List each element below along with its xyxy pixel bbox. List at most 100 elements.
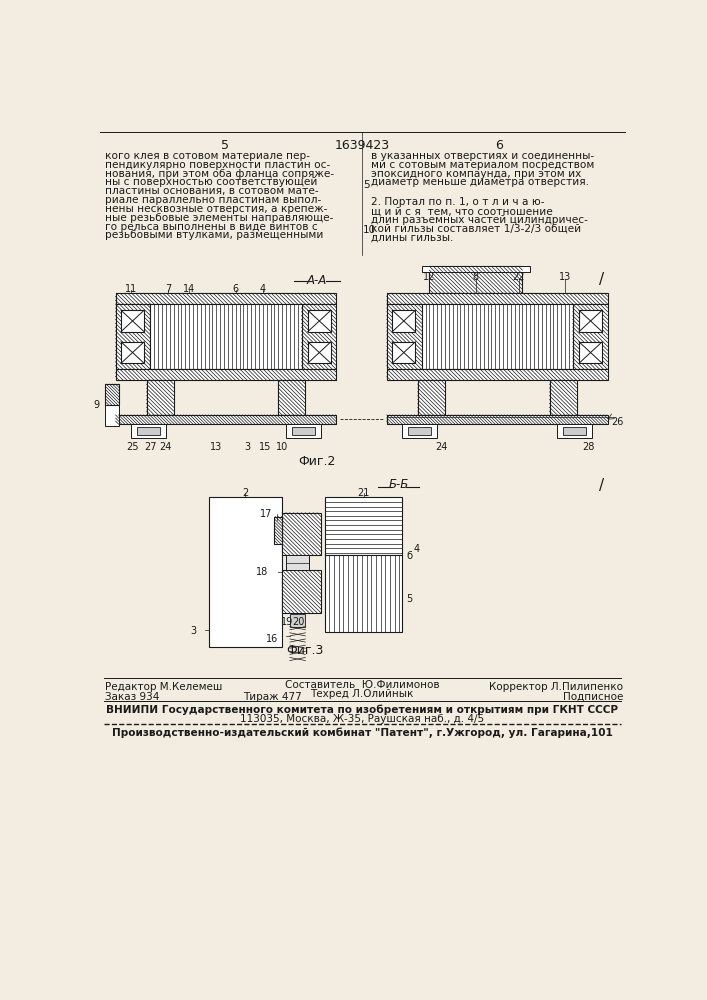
Text: 15: 15 xyxy=(259,442,271,452)
Bar xyxy=(387,369,607,380)
Text: Фиг.3: Фиг.3 xyxy=(286,644,324,657)
Text: б: б xyxy=(406,551,412,561)
Text: ные резьбовые элементы направляюще-: ные резьбовые элементы направляюще- xyxy=(105,213,334,223)
Text: Корректор Л.Пилипенко: Корректор Л.Пилипенко xyxy=(489,682,623,692)
Bar xyxy=(387,304,421,369)
Bar xyxy=(105,384,119,426)
Bar xyxy=(279,380,305,415)
Bar xyxy=(105,384,119,405)
Text: 10: 10 xyxy=(363,225,376,235)
Text: пластины основания, в сотовом мате-: пластины основания, в сотовом мате- xyxy=(105,186,319,196)
Bar xyxy=(115,293,337,304)
Text: Техред Л.Олийнык: Техред Л.Олийнык xyxy=(310,689,414,699)
Text: эпоксидного компаунда, при этом их: эпоксидного компаунда, при этом их xyxy=(371,169,582,179)
Bar xyxy=(105,384,119,405)
Text: 24: 24 xyxy=(435,442,448,452)
Bar xyxy=(409,427,431,435)
Bar xyxy=(387,304,421,369)
Text: Редактор М.Келемеш: Редактор М.Келемеш xyxy=(105,682,223,692)
Bar xyxy=(274,517,282,544)
Bar xyxy=(308,310,331,332)
Bar xyxy=(301,304,337,369)
Bar xyxy=(115,293,337,304)
Bar xyxy=(151,304,301,369)
Bar xyxy=(549,380,577,415)
Text: щ и й с я  тем, что соотношение: щ и й с я тем, что соотношение xyxy=(371,206,553,216)
Bar xyxy=(429,266,522,293)
Bar xyxy=(115,304,151,369)
Bar xyxy=(146,380,174,415)
Bar xyxy=(301,304,337,369)
Text: 6: 6 xyxy=(233,284,239,294)
Text: го рельса выполнены в виде винтов с: го рельса выполнены в виде винтов с xyxy=(105,222,318,232)
Text: 2. Портал по п. 1, о т л и ч а ю-: 2. Портал по п. 1, о т л и ч а ю- xyxy=(371,197,545,207)
Text: пендикулярно поверхности пластин ос-: пендикулярно поверхности пластин ос- xyxy=(105,160,331,170)
Bar xyxy=(387,293,607,304)
Bar xyxy=(121,342,144,363)
Text: 12: 12 xyxy=(423,272,436,282)
Text: длин разъемных частей цилиндричес-: длин разъемных частей цилиндричес- xyxy=(371,215,588,225)
Text: в указанных отверстиях и соединенны-: в указанных отверстиях и соединенны- xyxy=(371,151,595,161)
Text: 20: 20 xyxy=(292,617,305,627)
Bar xyxy=(573,304,607,369)
Text: 27: 27 xyxy=(144,442,157,452)
Text: 1639423: 1639423 xyxy=(334,139,390,152)
Text: 13: 13 xyxy=(210,442,223,452)
Bar xyxy=(579,342,602,363)
Bar xyxy=(279,380,305,415)
Bar xyxy=(421,266,530,272)
Text: ми с сотовым материалом посредством: ми с сотовым материалом посредством xyxy=(371,160,595,170)
Text: нены несквозные отверстия, а крепеж-: нены несквозные отверстия, а крепеж- xyxy=(105,204,328,214)
Text: 3: 3 xyxy=(191,626,197,636)
Bar xyxy=(282,570,321,613)
Bar xyxy=(325,497,402,555)
Text: Б-Б: Б-Б xyxy=(388,478,409,491)
Text: 24: 24 xyxy=(160,442,172,452)
Bar xyxy=(387,415,607,424)
Text: 4: 4 xyxy=(259,284,266,294)
Bar xyxy=(387,293,607,304)
Text: Производственно-издательский комбинат "Патент", г.Ужгород, ул. Гагарина,101: Производственно-издательский комбинат "П… xyxy=(112,728,612,738)
Bar xyxy=(115,304,151,369)
Text: Фиг.2: Фиг.2 xyxy=(298,455,336,468)
Text: нования, при этом оба фланца сопряже-: нования, при этом оба фланца сопряже- xyxy=(105,169,334,179)
Text: 113035, Москва, Ж-35, Раушская наб., д. 4/5: 113035, Москва, Ж-35, Раушская наб., д. … xyxy=(240,714,484,724)
Text: 17: 17 xyxy=(259,509,272,519)
Text: Подписное: Подписное xyxy=(563,692,623,702)
Text: кого клея в сотовом материале пер-: кого клея в сотовом материале пер- xyxy=(105,151,310,161)
Bar xyxy=(308,342,331,363)
Bar xyxy=(131,424,166,438)
Bar xyxy=(579,310,602,332)
Bar xyxy=(286,555,309,570)
Bar xyxy=(387,369,607,380)
Bar xyxy=(115,369,337,380)
Text: длины гильзы.: длины гильзы. xyxy=(371,233,454,243)
Text: 8: 8 xyxy=(473,272,479,282)
Bar xyxy=(421,304,573,369)
Text: ны с поверхностью соответствующей: ны с поверхностью соответствующей xyxy=(105,177,318,187)
Text: Составитель  Ю.Филимонов: Составитель Ю.Филимонов xyxy=(285,680,439,690)
Text: резьбовыми втулками, размещенными: резьбовыми втулками, размещенными xyxy=(105,230,324,240)
Text: 9: 9 xyxy=(93,400,99,410)
Bar xyxy=(292,427,315,435)
Bar xyxy=(282,513,321,555)
Text: 18: 18 xyxy=(256,567,268,577)
Bar xyxy=(392,342,416,363)
Bar xyxy=(387,415,607,424)
Text: 2: 2 xyxy=(242,488,248,498)
Bar xyxy=(121,310,144,332)
Text: 16: 16 xyxy=(266,634,279,644)
Bar xyxy=(286,424,321,438)
Text: 11: 11 xyxy=(125,284,137,294)
Text: 5: 5 xyxy=(363,180,370,190)
Bar xyxy=(282,513,321,555)
Bar xyxy=(290,614,305,627)
Bar xyxy=(563,427,586,435)
Text: 5: 5 xyxy=(221,139,229,152)
Text: 10: 10 xyxy=(276,442,288,452)
Text: 6: 6 xyxy=(495,139,503,152)
Text: А-А: А-А xyxy=(307,274,327,287)
Text: 26: 26 xyxy=(612,417,624,427)
Bar xyxy=(392,310,416,332)
Text: /: / xyxy=(599,272,604,287)
